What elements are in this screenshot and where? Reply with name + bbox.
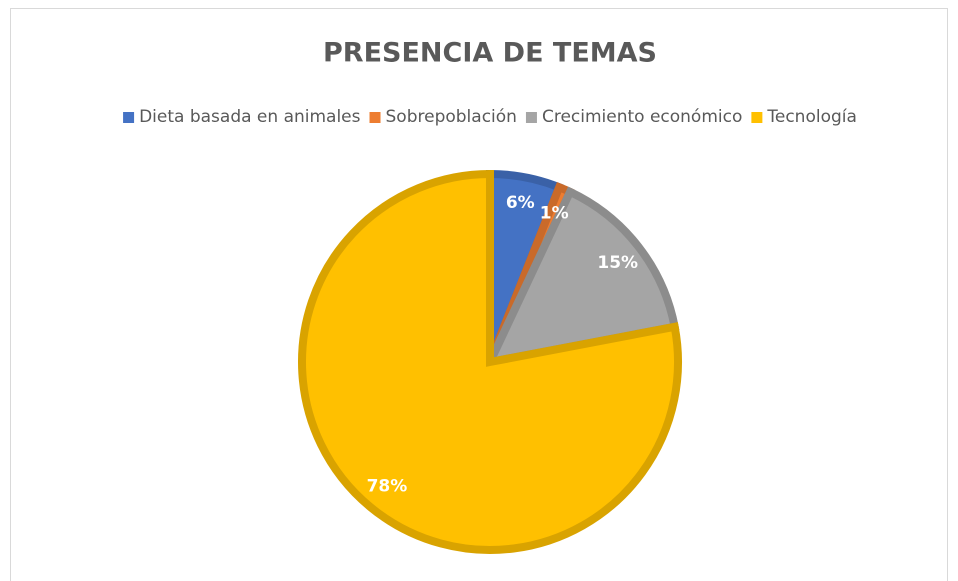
legend-label: Dieta basada en animales — [139, 107, 361, 127]
pie-slice — [298, 169, 682, 554]
legend-swatch — [123, 112, 135, 123]
chart-title: PRESENCIA DE TEMAS — [323, 38, 657, 69]
legend-label: Sobrepoblación — [386, 107, 517, 127]
data-label: 1% — [540, 204, 569, 224]
legend-swatch — [751, 112, 763, 123]
data-label: 78% — [367, 477, 408, 497]
legend-swatch — [525, 112, 537, 123]
legend-label: Crecimiento económico — [542, 107, 742, 127]
pie-slice — [483, 186, 680, 368]
legend-label: Tecnología — [766, 107, 857, 127]
legend: Dieta basada en animales Sobrepoblación Cr… — [123, 107, 857, 127]
legend-swatch — [369, 112, 381, 123]
data-label: 6% — [506, 193, 535, 213]
data-label: 15% — [597, 253, 638, 273]
